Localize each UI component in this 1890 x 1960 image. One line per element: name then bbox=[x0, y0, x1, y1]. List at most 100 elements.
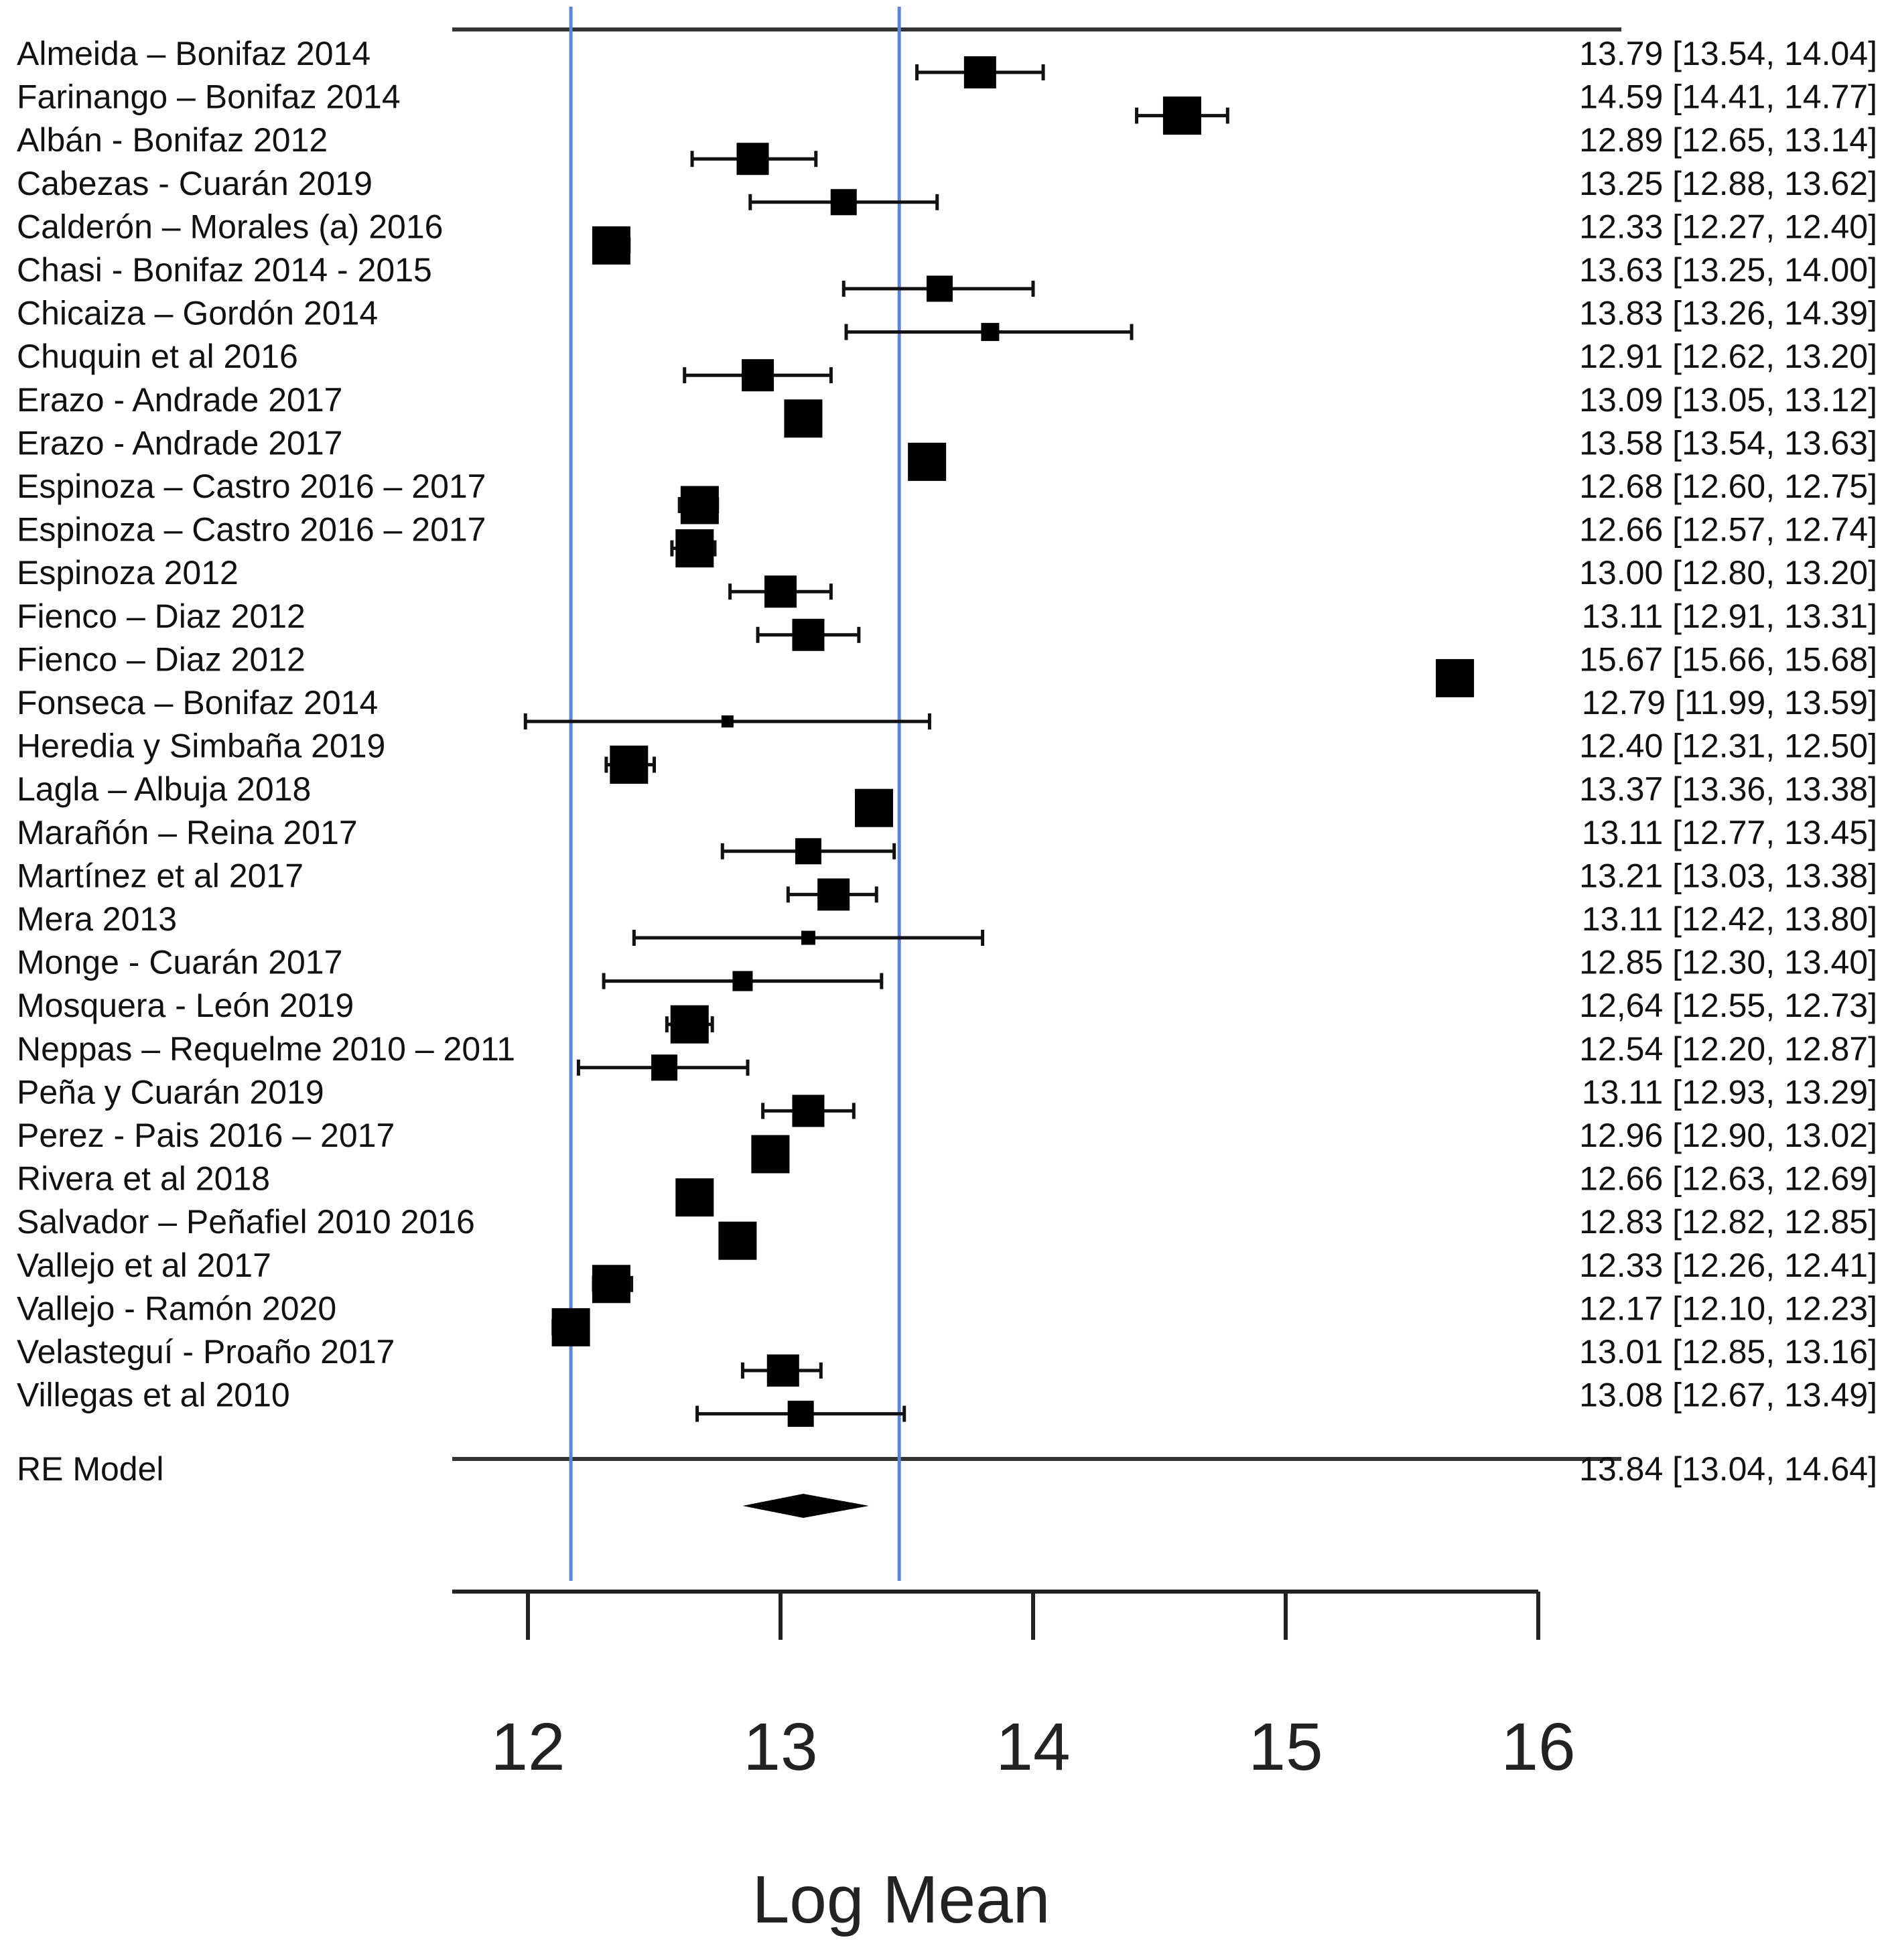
point-estimate bbox=[830, 189, 857, 216]
study-ci-text: 12.68 [12.60, 12.75] bbox=[1579, 468, 1877, 505]
study-label: Fienco – Diaz 2012 bbox=[17, 640, 306, 678]
study-row: Espinoza 2012 13.00 [12.80, 13.20] bbox=[17, 554, 1877, 608]
study-label: Peña y Cuarán 2019 bbox=[17, 1073, 324, 1111]
study-label: Rivera et al 2018 bbox=[17, 1160, 270, 1198]
x-tick-label: 16 bbox=[1501, 1709, 1575, 1784]
study-label: Erazo - Andrade 2017 bbox=[17, 424, 342, 462]
point-estimate bbox=[592, 1265, 630, 1304]
study-row: Farinango – Bonifaz 2014 14.59 [14.41, 14… bbox=[17, 78, 1877, 135]
study-ci-text: 13.11 [12.91, 13.31] bbox=[1582, 598, 1877, 635]
study-row: Monge - Cuarán 2017 12.85 [12.30, 13.40] bbox=[17, 944, 1877, 991]
study-row: Martínez et al 2017 13.21 [13.03, 13.38] bbox=[17, 857, 1877, 911]
point-estimate bbox=[651, 1054, 678, 1081]
point-estimate bbox=[854, 788, 893, 827]
study-rows: Almeida – Bonifaz 2014 13.79 [13.54, 14.0… bbox=[17, 35, 1877, 1427]
x-tick-label: 15 bbox=[1248, 1709, 1323, 1784]
study-label: Vallejo - Ramón 2020 bbox=[17, 1289, 336, 1327]
summary-row: RE Model 13.84 [13.04, 14.64] bbox=[17, 1450, 1877, 1518]
study-ci-text: 13.25 [12.88, 13.62] bbox=[1579, 165, 1877, 202]
study-label: Villegas et al 2010 bbox=[17, 1377, 290, 1414]
study-ci-text: 13.63 [13.25, 14.00] bbox=[1579, 251, 1877, 289]
point-estimate bbox=[963, 56, 996, 88]
point-estimate bbox=[787, 1401, 814, 1427]
study-row: Fonseca – Bonifaz 2014 12.79 [11.99, 13.5… bbox=[17, 684, 1877, 729]
study-label: Almeida – Bonifaz 2014 bbox=[17, 35, 370, 72]
point-estimate bbox=[764, 575, 797, 608]
study-row: Cabezas - Cuarán 2019 13.25 [12.88, 13.62… bbox=[17, 165, 1877, 216]
study-row: Villegas et al 2010 13.08 [12.67, 13.49] bbox=[17, 1377, 1877, 1427]
point-estimate bbox=[784, 399, 823, 438]
point-estimate bbox=[670, 1005, 709, 1044]
point-estimate bbox=[742, 359, 774, 392]
study-label: Perez - Pais 2016 – 2017 bbox=[17, 1117, 395, 1154]
study-label: Chuquin et al 2016 bbox=[17, 338, 298, 375]
study-row: Lagla – Albuja 2018 13.37 [13.36, 13.38] bbox=[17, 770, 1877, 827]
point-estimate bbox=[1162, 96, 1201, 135]
study-row: Perez - Pais 2016 – 2017 12.96 [12.90, 13… bbox=[17, 1117, 1877, 1174]
study-ci-text: 12.40 [12.31, 12.50] bbox=[1579, 727, 1877, 765]
point-estimate bbox=[792, 1095, 825, 1127]
study-row: Vallejo - Ramón 2020 12.17 [12.10, 12.23] bbox=[17, 1289, 1877, 1346]
point-estimate bbox=[680, 486, 719, 524]
summary-label: RE Model bbox=[17, 1450, 164, 1488]
study-label: Lagla – Albuja 2018 bbox=[17, 770, 311, 808]
study-ci-text: 15.67 [15.66, 15.68] bbox=[1579, 640, 1877, 678]
study-ci-text: 12.83 [12.82, 12.85] bbox=[1579, 1203, 1877, 1241]
point-estimate bbox=[766, 1354, 799, 1387]
study-row: Neppas – Requelme 2010 – 2011 12.54 [12.2… bbox=[17, 1030, 1877, 1081]
study-row: Velasteguí - Proaño 2017 13.01 [12.85, 13… bbox=[17, 1333, 1877, 1387]
study-ci-text: 12,64 [12.55, 12.73] bbox=[1579, 987, 1877, 1024]
study-label: Chicaiza – Gordón 2014 bbox=[17, 295, 378, 332]
study-ci-text: 13.79 [13.54, 14.04] bbox=[1579, 35, 1877, 72]
study-label: Cabezas - Cuarán 2019 bbox=[17, 165, 373, 202]
study-row: Salvador – Peñafiel 2010 2016 12.83 [12.8… bbox=[17, 1203, 1877, 1260]
study-ci-text: 13.01 [12.85, 13.16] bbox=[1579, 1333, 1877, 1371]
study-label: Chasi - Bonifaz 2014 - 2015 bbox=[17, 251, 432, 289]
study-row: Almeida – Bonifaz 2014 13.79 [13.54, 14.0… bbox=[17, 35, 1877, 88]
study-row: Chuquin et al 2016 12.91 [12.62, 13.20] bbox=[17, 338, 1877, 392]
study-label: Vallejo et al 2017 bbox=[17, 1247, 271, 1284]
study-label: Espinoza – Castro 2016 – 2017 bbox=[17, 511, 486, 549]
study-ci-text: 14.59 [14.41, 14.77] bbox=[1579, 78, 1877, 116]
point-estimate bbox=[927, 275, 953, 302]
study-row: Chasi - Bonifaz 2014 - 2015 13.63 [13.25,… bbox=[17, 251, 1877, 302]
point-estimate bbox=[981, 323, 1000, 342]
point-estimate bbox=[908, 442, 947, 481]
point-estimate bbox=[718, 1221, 757, 1260]
study-ci-text: 12.96 [12.90, 13.02] bbox=[1579, 1117, 1877, 1154]
study-row: Peña y Cuarán 2019 13.11 [12.93, 13.29] bbox=[17, 1073, 1877, 1127]
study-row: Rivera et al 2018 12.66 [12.63, 12.69] bbox=[17, 1160, 1877, 1217]
study-label: Fonseca – Bonifaz 2014 bbox=[17, 684, 378, 721]
study-row: Espinoza – Castro 2016 – 2017 12.66 [12.5… bbox=[17, 511, 1877, 568]
study-ci-text: 12.89 [12.65, 13.14] bbox=[1579, 121, 1877, 159]
study-ci-text: 13.37 [13.36, 13.38] bbox=[1579, 770, 1877, 808]
study-ci-text: 12.17 [12.10, 12.23] bbox=[1579, 1289, 1877, 1327]
study-ci-text: 13.09 [13.05, 13.12] bbox=[1579, 381, 1877, 419]
point-estimate bbox=[610, 746, 649, 784]
study-label: Monge - Cuarán 2017 bbox=[17, 944, 342, 981]
point-estimate bbox=[551, 1308, 590, 1346]
point-estimate bbox=[592, 226, 630, 265]
x-axis-title: Log Mean bbox=[752, 1862, 1051, 1937]
point-estimate bbox=[675, 529, 714, 568]
study-label: Marañón – Reina 2017 bbox=[17, 814, 358, 851]
study-ci-text: 12.33 [12.26, 12.41] bbox=[1579, 1247, 1877, 1284]
study-ci-text: 12.66 [12.63, 12.69] bbox=[1579, 1160, 1877, 1198]
x-tick-label: 13 bbox=[743, 1709, 817, 1784]
x-axis: 12 13 14 15 16 bbox=[452, 1590, 1576, 1784]
study-label: Neppas – Requelme 2010 – 2011 bbox=[17, 1030, 515, 1068]
point-estimate bbox=[817, 878, 850, 911]
point-estimate bbox=[792, 618, 825, 651]
study-row: Albán - Bonifaz 2012 12.89 [12.65, 13.14] bbox=[17, 121, 1877, 176]
study-label: Velasteguí - Proaño 2017 bbox=[17, 1333, 395, 1371]
study-row: Fienco – Diaz 2012 13.11 [12.91, 13.31] bbox=[17, 598, 1877, 651]
study-label: Mera 2013 bbox=[17, 900, 177, 938]
x-tick-label: 12 bbox=[490, 1709, 565, 1784]
study-row: Heredia y Simbaña 2019 12.40 [12.31, 12.5… bbox=[17, 727, 1877, 784]
study-label: Farinango – Bonifaz 2014 bbox=[17, 78, 401, 116]
study-row: Marañón – Reina 2017 13.11 [12.77, 13.45] bbox=[17, 814, 1877, 865]
study-ci-text: 12.66 [12.57, 12.74] bbox=[1579, 511, 1877, 549]
study-ci-text: 12.54 [12.20, 12.87] bbox=[1579, 1030, 1877, 1068]
point-estimate bbox=[1436, 658, 1475, 697]
study-row: Vallejo et al 2017 12.33 [12.26, 12.41] bbox=[17, 1247, 1877, 1304]
